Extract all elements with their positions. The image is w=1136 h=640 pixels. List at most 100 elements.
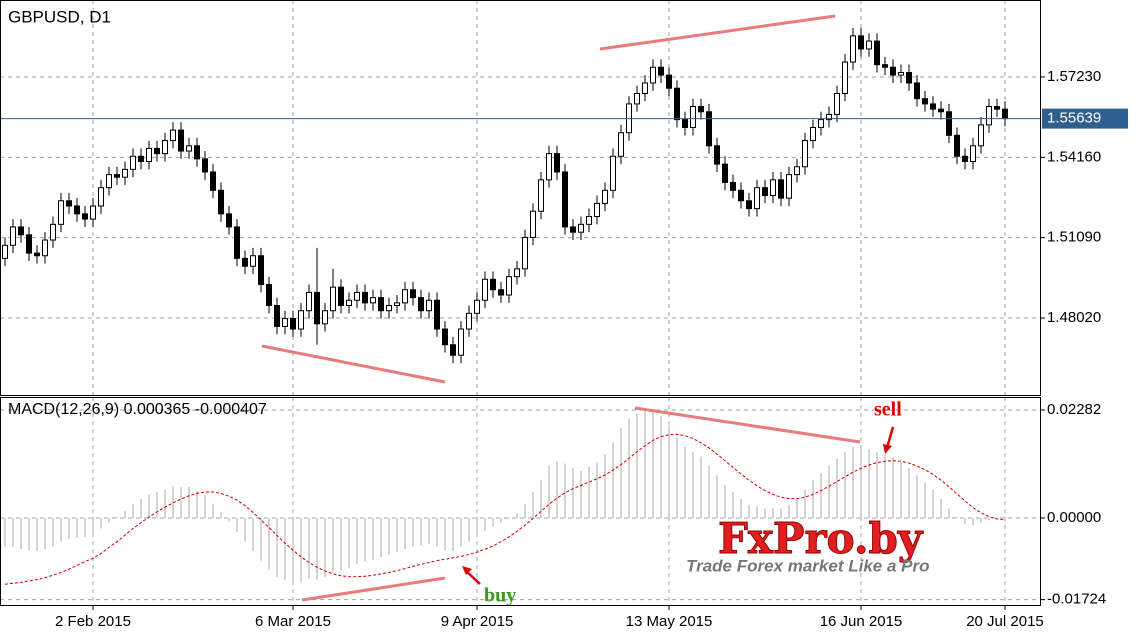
candle-body <box>378 297 384 312</box>
buy-label: buy <box>484 585 516 607</box>
candle-body <box>442 328 448 346</box>
candle-body <box>858 35 864 50</box>
watermark: FxPro.by <box>718 514 924 563</box>
x-tick-label: 2 Feb 2015 <box>55 613 131 630</box>
candle-body <box>90 205 96 220</box>
candle-body <box>226 213 232 228</box>
candle-body <box>770 179 776 197</box>
candle-body <box>682 119 688 128</box>
candle-body <box>306 291 312 312</box>
current-price-box <box>1042 108 1128 129</box>
candle-body <box>986 106 992 126</box>
candle-body <box>154 147 160 155</box>
candle-body <box>338 286 344 306</box>
candle-body <box>746 200 752 210</box>
candle-body <box>506 276 512 296</box>
candle-body <box>122 168 128 178</box>
candle-body <box>98 187 104 207</box>
candle-body <box>522 236 528 270</box>
candle-body <box>498 289 504 296</box>
candle-body <box>634 92 640 105</box>
candle-body <box>130 155 136 170</box>
candle-body <box>482 278 488 301</box>
candle-body <box>490 278 496 291</box>
x-tick-label: 6 Mar 2015 <box>255 613 331 630</box>
candle-body <box>210 171 216 191</box>
candle-body <box>554 153 560 173</box>
candle-body <box>922 98 928 105</box>
candle-body <box>722 163 728 183</box>
candle-body <box>58 200 64 225</box>
candle-body <box>890 66 896 76</box>
candle-body <box>458 328 464 356</box>
candle-body <box>234 226 240 259</box>
candle-body <box>178 129 184 152</box>
candle-body <box>146 147 152 163</box>
candle-body <box>994 106 1000 110</box>
annotations: buy sell FxPro.by Trade Forex market Lik… <box>261 14 929 607</box>
candle-body <box>170 129 176 142</box>
candle-body <box>34 252 40 257</box>
candle-body <box>970 145 976 163</box>
signal-line <box>4 433 1006 585</box>
candle-body <box>418 297 424 312</box>
candle-body <box>818 119 824 128</box>
candle-body <box>762 187 768 197</box>
macd-panel-border <box>0 397 1041 606</box>
candle-body <box>594 202 600 217</box>
candle-body <box>714 145 720 165</box>
candle-body <box>802 140 808 168</box>
candle-body <box>266 284 272 306</box>
candle-body <box>450 344 456 356</box>
y-tick-label: 1.54160 <box>1047 148 1101 165</box>
candle-body <box>258 255 264 286</box>
candle-body <box>354 291 360 301</box>
y-tick-label: 0.02282 <box>1047 401 1101 418</box>
candle-body <box>698 106 704 113</box>
candle-body <box>954 134 960 157</box>
candle-body <box>602 189 608 204</box>
candle-body <box>658 66 664 76</box>
candle-body <box>938 108 944 113</box>
candle-body <box>882 64 888 68</box>
candle-body <box>394 302 400 306</box>
candle-body <box>978 124 984 147</box>
candle-body <box>538 179 544 212</box>
candle-body <box>314 291 320 325</box>
slogan: Trade Forex market Like a Pro <box>686 556 929 575</box>
candle-body <box>842 61 848 94</box>
y-tick-label: 1.51090 <box>1047 229 1101 246</box>
candle-body <box>410 289 416 299</box>
candle-body <box>474 299 480 314</box>
x-tick-label: 20 Jul 2015 <box>966 613 1044 630</box>
trend-line <box>634 406 861 444</box>
candle-body <box>610 155 616 191</box>
candle-body <box>570 226 576 233</box>
candle-body <box>218 189 224 215</box>
candle-body <box>202 158 208 173</box>
candle-body <box>250 255 256 267</box>
candle-body <box>74 205 80 215</box>
candle-body <box>690 106 696 128</box>
candle-body <box>730 181 736 191</box>
current-price-label: 1.55639 <box>1047 110 1101 127</box>
candle-body <box>786 174 792 199</box>
arrow-head <box>883 444 892 454</box>
trend-line <box>301 576 446 602</box>
candle-body <box>18 226 24 236</box>
arrow <box>885 426 895 449</box>
candle-body <box>530 210 536 238</box>
candle-body <box>578 223 584 233</box>
candle-body <box>874 40 880 66</box>
arrow-head <box>462 566 472 575</box>
candle-body <box>290 318 296 330</box>
candle-body <box>434 299 440 330</box>
candle-body <box>706 111 712 147</box>
candle-body <box>162 140 168 155</box>
candle-body <box>618 132 624 157</box>
candle-body <box>50 223 56 241</box>
candle-body <box>666 74 672 89</box>
y-tick-label: -0.01724 <box>1047 591 1106 608</box>
